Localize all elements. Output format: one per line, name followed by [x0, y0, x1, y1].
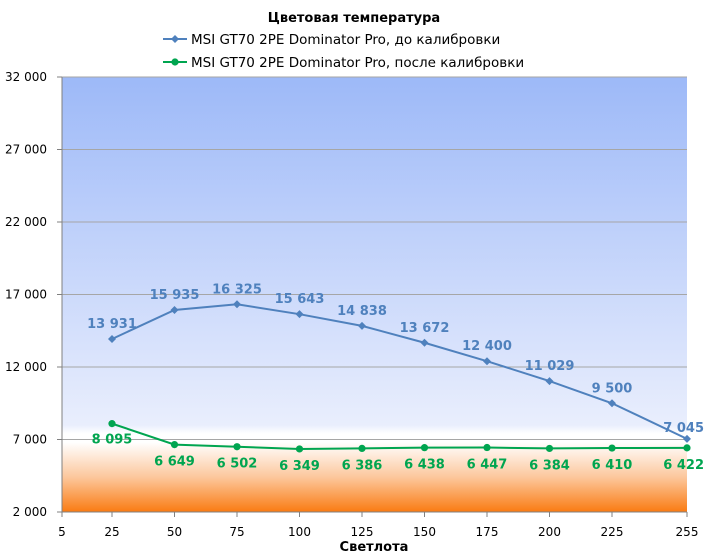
series-1-data-label: 9 500: [592, 381, 633, 396]
y-tick-label: 2 000: [13, 505, 47, 519]
x-tick-label: 5: [58, 525, 66, 539]
series-2-data-label: 6 349: [279, 459, 320, 474]
y-tick-label: 7 000: [13, 433, 47, 447]
series-markers: [108, 300, 691, 453]
x-axis-title: Светлота: [340, 540, 409, 555]
series-1-point: [483, 357, 491, 366]
series-1-data-label: 15 935: [150, 288, 200, 303]
series-1-point: [108, 335, 116, 344]
x-tick-label: 200: [538, 525, 561, 539]
chart-title: Цветовая температура: [268, 11, 440, 26]
y-tick-label: 22 000: [5, 215, 47, 229]
series-2-data-label: 6 384: [529, 458, 570, 473]
series-2-data-label: 6 649: [154, 455, 195, 470]
series-2-data-label: 6 386: [342, 458, 383, 473]
series-2-point: [683, 444, 691, 452]
series-1-data-label: 11 029: [525, 359, 575, 374]
x-tick-label: 150: [413, 525, 436, 539]
series-2-point: [483, 443, 491, 452]
x-axis-ticks: 5 25 50 75 100 125 150 175 200 225 255: [58, 525, 698, 539]
series-2-data-label: 6 447: [467, 458, 508, 473]
series-lines: [111, 303, 688, 450]
x-tick-label: 255: [676, 525, 699, 539]
x-tick-label: 50: [167, 525, 182, 539]
gridlines: [62, 76, 687, 440]
y-tick-label: 12 000: [5, 360, 47, 374]
series-2-point: [108, 420, 116, 428]
series-1-data-label: 15 643: [275, 292, 325, 307]
legend-label-2: MSI GT70 2PE Dominator Pro, после калибр…: [191, 55, 524, 71]
series-1-point: [545, 377, 554, 386]
series-2-data-label: 6 422: [663, 458, 704, 473]
series-1-point: [420, 338, 429, 347]
legend-marker-1: [171, 35, 179, 43]
y-tick-label: 17 000: [5, 288, 47, 302]
axes: [57, 76, 688, 517]
legend-label-1: MSI GT70 2PE Dominator Pro, до калибровк…: [191, 32, 500, 48]
series-1-line: [111, 303, 688, 440]
series-2-point: [420, 444, 429, 452]
series-1-point: [170, 305, 179, 314]
y-axis-ticks: 2 000 7 000 12 000 17 000 22 000 27 000 32 000: [5, 70, 47, 519]
series-2-point: [358, 444, 366, 453]
series-1-data-label: 16 325: [212, 282, 262, 297]
series-2-line: [111, 422, 688, 450]
series-1-point: [683, 434, 691, 443]
series-2-point: [170, 440, 179, 449]
series-1-point: [295, 310, 304, 319]
series-1-data-label: 12 400: [462, 339, 512, 354]
x-tick-label: 100: [288, 525, 311, 539]
series-1-data-label: 13 672: [400, 321, 450, 336]
x-tick-label: 75: [229, 525, 244, 539]
series-1-data-label: 13 931: [87, 317, 137, 332]
series-2-data-label: 8 095: [92, 433, 133, 448]
series-2-data-label: 6 502: [217, 457, 258, 472]
series-1-data-label: 7 045: [663, 421, 704, 436]
series-2-data-label: 6 410: [592, 458, 633, 473]
data-labels: 13 931 15 935 16 325 15 643 14 838 13 672 12 4…: [87, 282, 704, 474]
y-tick-label: 32 000: [5, 70, 47, 84]
legend: MSI GT70 2PE Dominator Pro, до калибровк…: [163, 32, 524, 71]
x-tick-label: 225: [601, 525, 624, 539]
series-2-point: [545, 444, 554, 453]
series-2-point: [233, 443, 241, 451]
x-tick-label: 25: [104, 525, 119, 539]
x-tick-label: 125: [351, 525, 374, 539]
x-tick-label: 175: [476, 525, 499, 539]
series-1-point: [608, 399, 616, 408]
legend-marker-2: [171, 58, 179, 66]
series-1-point: [358, 321, 366, 330]
series-2-data-label: 6 438: [404, 458, 445, 473]
series-2-point: [608, 444, 616, 452]
series-1-data-label: 14 838: [337, 304, 387, 319]
y-tick-label: 27 000: [5, 143, 47, 157]
series-1-point: [233, 300, 241, 309]
series-2-point: [295, 445, 304, 453]
